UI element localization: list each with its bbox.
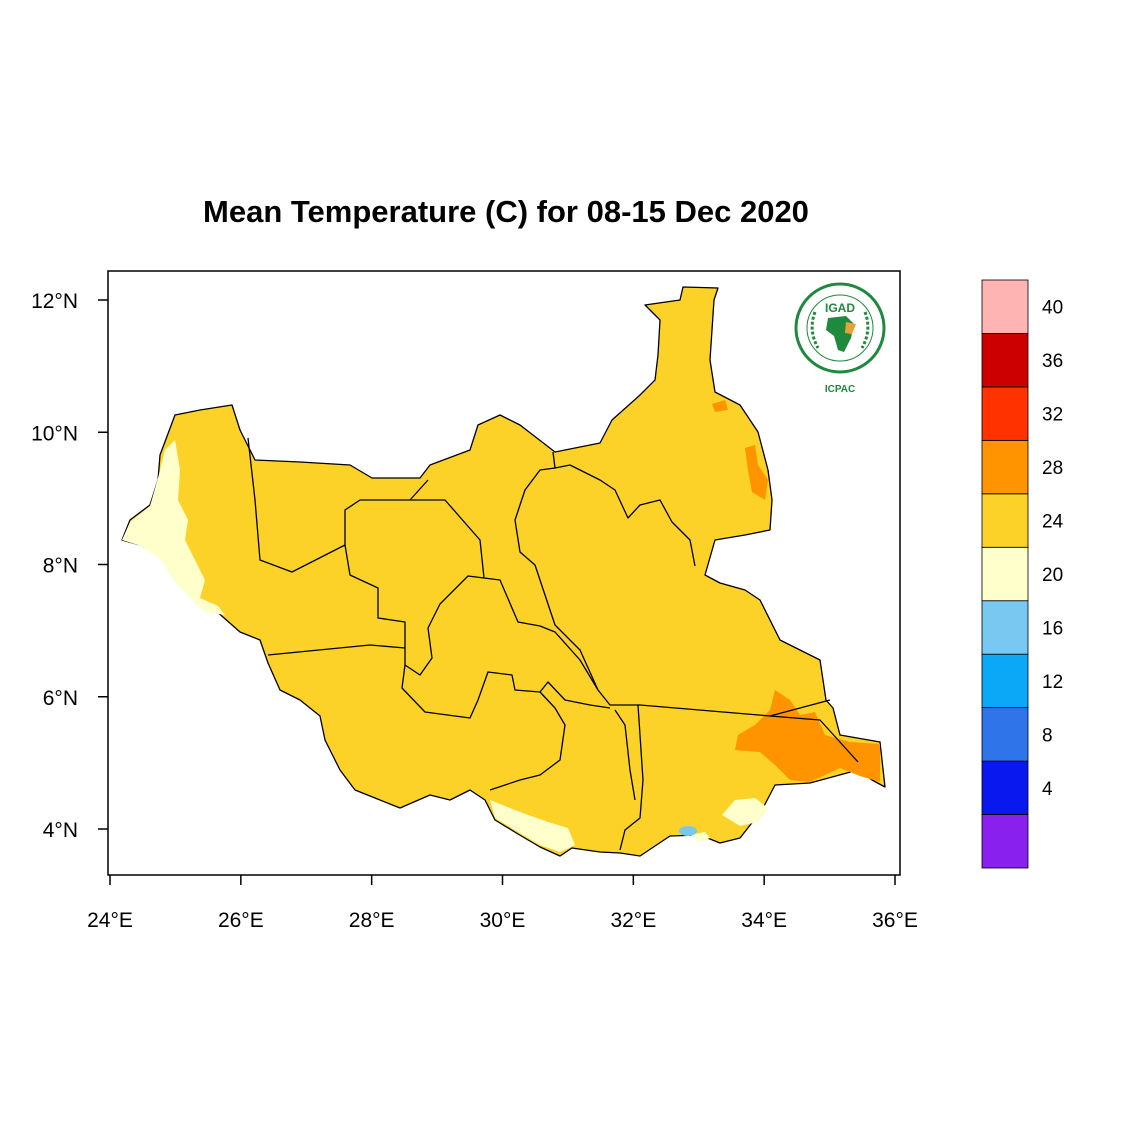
x-tick-label: 32°E xyxy=(610,909,656,932)
y-tick-label: 4°N xyxy=(43,819,78,842)
colorbar-label: 28 xyxy=(1042,458,1063,479)
colorbar-swatch xyxy=(981,707,1029,762)
y-axis: 12°N 10°N 8°N 6°N 4°N xyxy=(31,290,108,842)
x-tick-label: 28°E xyxy=(349,909,395,932)
cool-zone-southeast xyxy=(690,832,710,842)
colorbar-label: 40 xyxy=(1042,298,1063,319)
logo-caption: ICPAC xyxy=(825,384,855,395)
colorbar-label: 8 xyxy=(1042,725,1053,746)
colorbar-swatch xyxy=(981,386,1029,441)
x-tick-label: 26°E xyxy=(218,909,264,932)
cool-zone-south-2 xyxy=(722,798,768,826)
horn-of-africa-icon xyxy=(845,322,856,334)
colorbar-swatch xyxy=(981,493,1029,548)
colorbar-label: 4 xyxy=(1042,779,1053,800)
x-tick-label: 24°E xyxy=(87,909,133,932)
x-tick-label: 36°E xyxy=(872,909,918,932)
x-axis: 24°E 26°E 28°E 30°E 32°E 34°E 36°E xyxy=(87,875,918,932)
colorbar-swatch xyxy=(981,333,1029,388)
y-tick-label: 10°N xyxy=(31,422,78,445)
colorbar-swatch xyxy=(981,760,1029,815)
colorbar-label: 12 xyxy=(1042,672,1063,693)
warm-spot-northeast-1 xyxy=(745,445,768,500)
colorbar-label: 32 xyxy=(1042,405,1063,426)
country-outline xyxy=(121,286,886,857)
colorbar-label: 24 xyxy=(1042,512,1064,533)
y-tick-label: 6°N xyxy=(43,687,78,710)
colorbar: 4 8 12 16 20 24 28 32 36 40 xyxy=(981,279,1064,869)
map-title: Mean Temperature (C) for 08-15 Dec 2020 xyxy=(203,194,809,229)
colorbar-label: 16 xyxy=(1042,618,1063,639)
igad-logo: IGAD ICPAC xyxy=(794,282,886,395)
x-tick-label: 30°E xyxy=(480,909,526,932)
y-tick-label: 8°N xyxy=(43,555,78,578)
colorbar-swatch xyxy=(981,814,1029,869)
colorbar-swatch xyxy=(981,653,1029,709)
cool-zone-south-1 xyxy=(490,800,575,852)
colorbar-swatch xyxy=(981,600,1029,655)
colorbar-swatch xyxy=(981,279,1029,334)
y-tick-label: 12°N xyxy=(31,290,78,313)
cold-spot xyxy=(679,826,697,836)
country-temperature-field xyxy=(121,286,886,857)
colorbar-swatch xyxy=(981,439,1029,495)
state-boundaries xyxy=(247,437,859,851)
warm-zone-east xyxy=(735,690,880,782)
colorbar-swatch xyxy=(981,546,1029,602)
colorbar-label: 36 xyxy=(1042,351,1063,372)
colorbar-label: 20 xyxy=(1042,565,1063,586)
logo-name: IGAD xyxy=(825,301,855,315)
x-tick-label: 34°E xyxy=(741,909,787,932)
warm-spot-northeast-2 xyxy=(712,400,728,412)
cool-zone-west xyxy=(122,440,225,615)
